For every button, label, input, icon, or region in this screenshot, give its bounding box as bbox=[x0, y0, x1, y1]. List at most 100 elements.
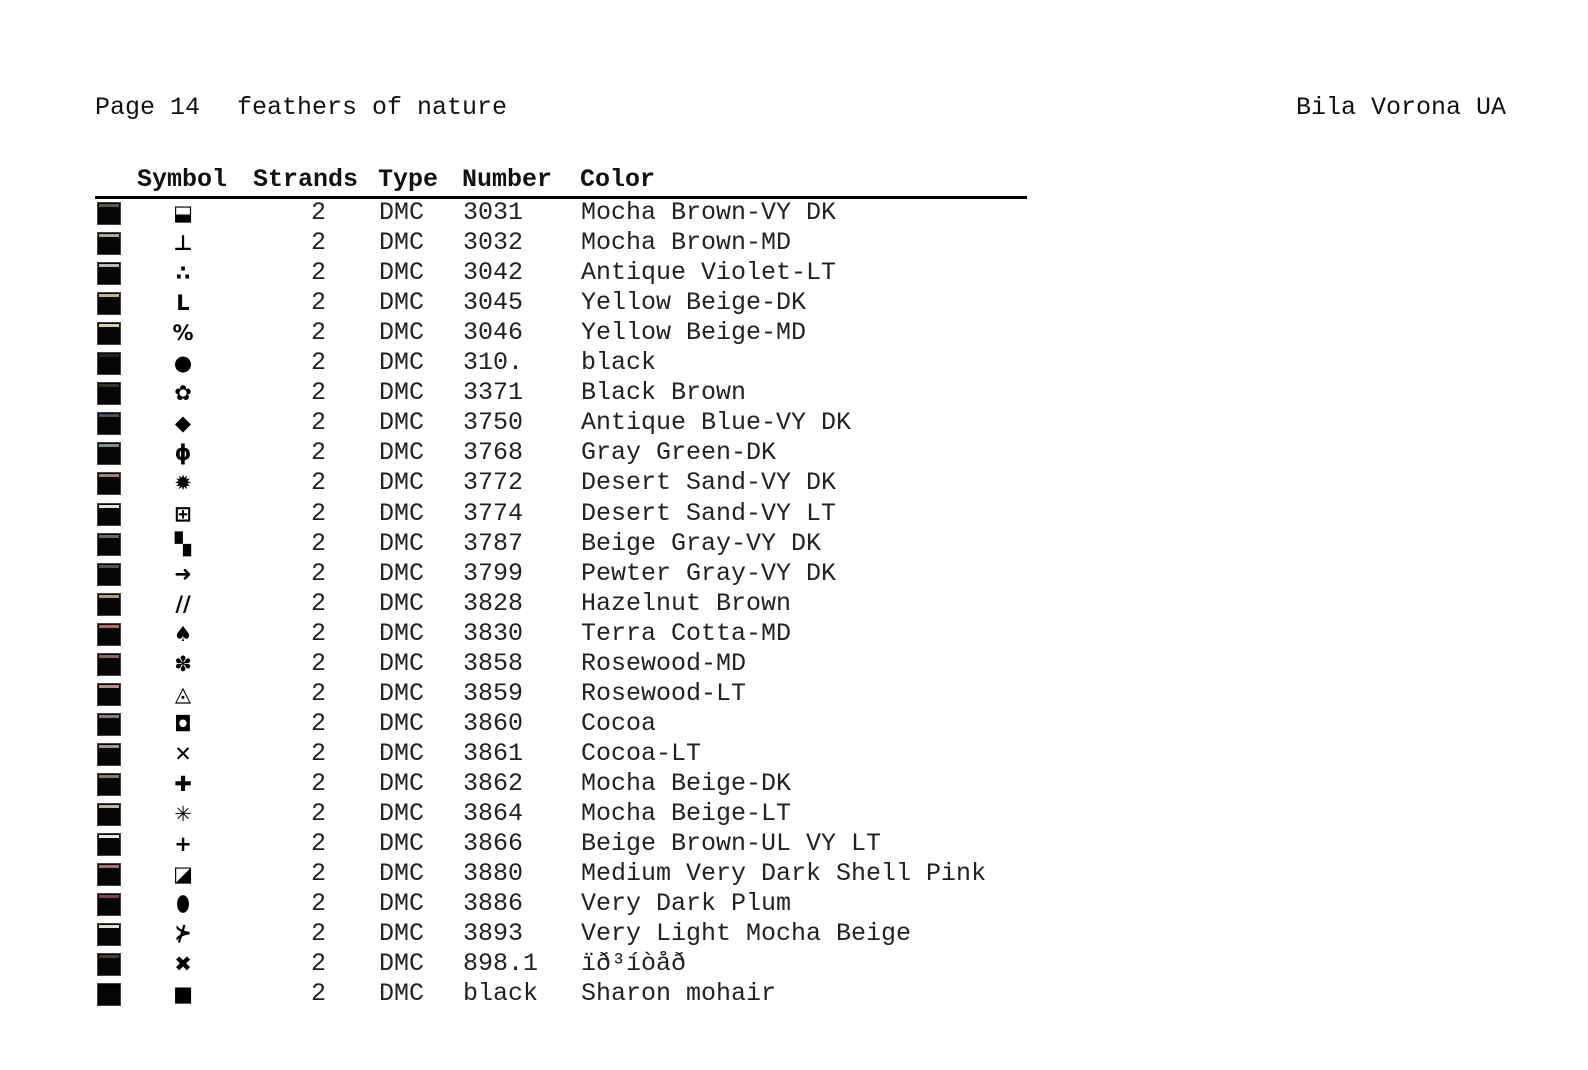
color-name-cell: Rosewood-LT bbox=[581, 678, 747, 708]
color-swatch bbox=[97, 652, 121, 676]
color-name-cell: Mocha Brown-MD bbox=[581, 228, 792, 258]
type-cell: DMC bbox=[379, 738, 425, 768]
type-cell: DMC bbox=[379, 348, 425, 378]
number-cell: 3866 bbox=[463, 829, 524, 859]
type-cell: DMC bbox=[379, 408, 425, 438]
color-name-cell: Desert Sand-VY LT bbox=[581, 498, 837, 528]
heavy-x-icon: ✖ bbox=[174, 952, 192, 977]
type-cell: DMC bbox=[379, 228, 425, 258]
type-cell: DMC bbox=[379, 919, 425, 949]
strands-cell: 2 bbox=[310, 588, 326, 618]
color-name-cell: Medium Very Dark Shell Pink bbox=[581, 859, 987, 889]
type-cell: DMC bbox=[379, 889, 425, 919]
table-row: ◘ 2 DMC 3860 Cocoa bbox=[0, 709, 1100, 739]
strands-cell: 2 bbox=[310, 378, 326, 408]
type-cell: DMC bbox=[379, 288, 425, 318]
strands-cell: 2 bbox=[310, 859, 326, 889]
color-name-cell: ïð³íòåð bbox=[581, 949, 687, 979]
color-swatch bbox=[97, 712, 121, 736]
squared-plus-grid-icon: ⊞ bbox=[174, 501, 192, 526]
number-cell: 3787 bbox=[463, 528, 524, 558]
right-arrow-icon: ➜ bbox=[174, 561, 192, 586]
page-number: Page 14 bbox=[95, 93, 201, 122]
strands-cell: 2 bbox=[310, 438, 326, 468]
color-name-cell: Antique Blue-VY DK bbox=[581, 408, 852, 438]
strands-cell: 2 bbox=[310, 949, 326, 979]
color-name-cell: Terra Cotta-MD bbox=[581, 618, 792, 648]
type-cell: DMC bbox=[379, 468, 425, 498]
thin-plus-icon: + bbox=[174, 832, 192, 857]
type-cell: DMC bbox=[379, 618, 425, 648]
table-row: ✖ 2 DMC 898.1 ïð³íòåð bbox=[0, 949, 1100, 979]
table-row: ⊥ 2 DMC 3032 Mocha Brown-MD bbox=[0, 228, 1100, 258]
number-cell: 3880 bbox=[463, 859, 524, 889]
color-name-cell: Mocha Beige-DK bbox=[581, 768, 792, 798]
number-cell: 3828 bbox=[463, 588, 524, 618]
type-cell: DMC bbox=[379, 378, 425, 408]
color-name-cell: Yellow Beige-DK bbox=[581, 288, 807, 318]
strands-cell: 2 bbox=[310, 889, 326, 919]
type-cell: DMC bbox=[379, 979, 425, 1009]
strands-cell: 2 bbox=[310, 468, 326, 498]
color-swatch bbox=[97, 742, 121, 766]
number-cell: 3861 bbox=[463, 738, 524, 768]
color-swatch bbox=[97, 983, 121, 1007]
eight-spoke-asterisk-icon: ✳ bbox=[174, 802, 192, 826]
strands-cell: 2 bbox=[310, 288, 326, 318]
color-name-cell: Desert Sand-VY DK bbox=[581, 468, 837, 498]
number-cell: 3860 bbox=[463, 708, 524, 738]
number-cell: 3031 bbox=[463, 198, 524, 227]
color-swatch bbox=[97, 382, 121, 406]
type-cell: DMC bbox=[379, 708, 425, 738]
color-swatch bbox=[97, 772, 121, 796]
color-swatch bbox=[97, 622, 121, 646]
color-swatch bbox=[97, 292, 121, 316]
color-name-cell: Yellow Beige-MD bbox=[581, 318, 807, 348]
color-name-cell: Pewter Gray-VY DK bbox=[581, 558, 837, 588]
strands-cell: 2 bbox=[310, 408, 326, 438]
author: Bila Vorona UA bbox=[1296, 93, 1507, 122]
color-swatch bbox=[97, 923, 121, 947]
spade-icon: ♠ bbox=[173, 621, 193, 646]
table-row: ✽ 2 DMC 3858 Rosewood-MD bbox=[0, 649, 1100, 679]
table-row: ■ 2 DMC black Sharon mohair bbox=[0, 979, 1100, 1009]
color-swatch bbox=[97, 592, 121, 616]
number-cell: 3859 bbox=[463, 678, 524, 708]
table-row: % 2 DMC 3046 Yellow Beige-MD bbox=[0, 318, 1100, 348]
color-swatch bbox=[97, 322, 121, 346]
color-swatch bbox=[97, 682, 121, 706]
strands-cell: 2 bbox=[310, 799, 326, 828]
strands-cell: 2 bbox=[310, 678, 326, 708]
number-cell: 3032 bbox=[463, 228, 524, 258]
type-cell: DMC bbox=[379, 588, 425, 618]
table-row: ✳ 2 DMC 3864 Mocha Beige-LT bbox=[0, 799, 1100, 829]
x-cross-icon: ✕ bbox=[174, 741, 192, 766]
type-cell: DMC bbox=[379, 829, 425, 859]
color-swatch bbox=[97, 893, 121, 917]
table-row: ✿ 2 DMC 3371 Black Brown bbox=[0, 378, 1100, 408]
color-swatch bbox=[97, 562, 121, 586]
number-cell: 3371 bbox=[463, 378, 524, 408]
strands-cell: 2 bbox=[310, 498, 326, 528]
color-name-cell: Very Light Mocha Beige bbox=[581, 919, 912, 949]
table-row: ✕ 2 DMC 3861 Cocoa-LT bbox=[0, 739, 1100, 769]
table-row: ϕ 2 DMC 3768 Gray Green-DK bbox=[0, 438, 1100, 468]
color-swatch bbox=[97, 472, 121, 496]
table-row: ◬ 2 DMC 3859 Rosewood-LT bbox=[0, 679, 1100, 709]
type-cell: DMC bbox=[379, 528, 425, 558]
type-cell: DMC bbox=[379, 859, 425, 889]
color-name-cell: Beige Gray-VY DK bbox=[581, 528, 822, 558]
color-name-cell: black bbox=[581, 348, 657, 378]
table-row: // 2 DMC 3828 Hazelnut Brown bbox=[0, 589, 1100, 619]
color-swatch bbox=[97, 833, 121, 857]
color-name-cell: Hazelnut Brown bbox=[581, 588, 792, 618]
color-swatch bbox=[97, 232, 121, 256]
strands-cell: 2 bbox=[310, 618, 326, 648]
table-row: ♠ 2 DMC 3830 Terra Cotta-MD bbox=[0, 619, 1100, 649]
pill-icon: ⬮ bbox=[176, 892, 190, 917]
number-cell: 3772 bbox=[463, 468, 524, 498]
diagonal-half-square-icon: ◪ bbox=[173, 862, 193, 887]
strands-cell: 2 bbox=[310, 348, 326, 378]
column-header-number: Number bbox=[462, 165, 553, 194]
color-swatch bbox=[97, 863, 121, 887]
